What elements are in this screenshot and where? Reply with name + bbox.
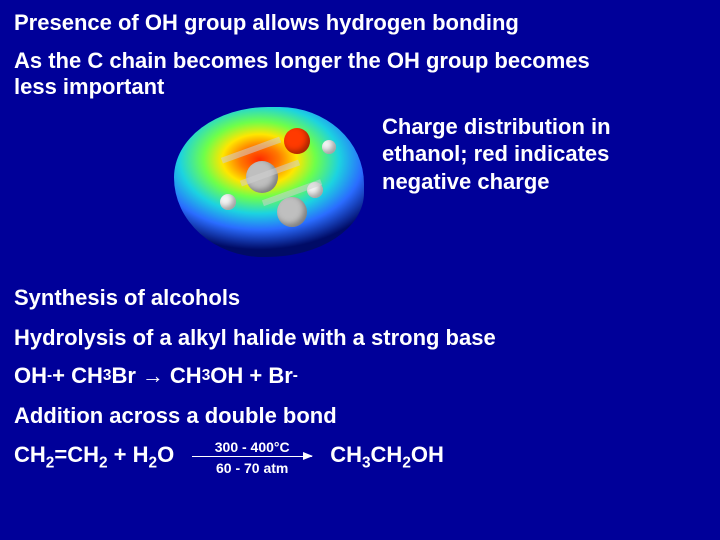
eq1-br: Br — [111, 363, 135, 389]
eq1-plus: + CH — [52, 363, 103, 389]
eq2-plus: + H — [108, 442, 149, 467]
figure-caption: Charge distribution in ethanol; red indi… — [382, 113, 682, 196]
eq2-oh: OH — [411, 442, 444, 467]
eq1-ohbr: OH + Br — [210, 363, 293, 389]
reaction-arrow: 300 - 400°C 60 - 70 atm — [192, 439, 312, 476]
eq2-ch: CH — [14, 442, 46, 467]
arrow-condition-top: 300 - 400°C — [215, 439, 290, 455]
eq2-sub-3: 3 — [362, 454, 371, 471]
figure-row: Charge distribution in ethanol; red indi… — [14, 107, 706, 257]
eq2-sub-d: 2 — [402, 454, 411, 471]
eq2-lhs: CH2=CH2 + H2O — [14, 442, 174, 472]
eq1-oh: OH — [14, 363, 47, 389]
eq2-eqch: =CH — [54, 442, 99, 467]
eq2-sub-c: 2 — [149, 454, 158, 471]
arrow-icon — [192, 456, 312, 457]
equation-hydrolysis: OH- + CH3Br → CH3OH + Br- — [14, 363, 706, 389]
eq2-rhs: CH3CH2OH — [330, 442, 444, 472]
arrow-condition-bottom: 60 - 70 atm — [216, 460, 288, 476]
section-hydrolysis: Hydrolysis of a alkyl halide with a stro… — [14, 325, 706, 351]
equation-addition: CH2=CH2 + H2O 300 - 400°C 60 - 70 atm CH… — [14, 439, 706, 476]
slide-subtitle: As the C chain becomes longer the OH gro… — [14, 48, 634, 101]
eq2-o: O — [157, 442, 174, 467]
eq2-ch3: CH — [330, 442, 362, 467]
section-synthesis: Synthesis of alcohols — [14, 285, 706, 311]
eq2-ch2: CH — [371, 442, 403, 467]
ethanol-charge-density-image — [174, 107, 364, 257]
yields-arrow-icon: → — [142, 363, 164, 389]
eq2-sub-b: 2 — [99, 454, 108, 471]
eq1-ch3oh-sub: 3 — [202, 367, 211, 385]
eq1-ch3-sub: 3 — [103, 367, 112, 385]
eq1-br-charge: - — [293, 367, 298, 385]
slide-title: Presence of OH group allows hydrogen bon… — [14, 10, 706, 36]
eq1-ch3oh: CH — [170, 363, 202, 389]
section-addition: Addition across a double bond — [14, 403, 706, 429]
